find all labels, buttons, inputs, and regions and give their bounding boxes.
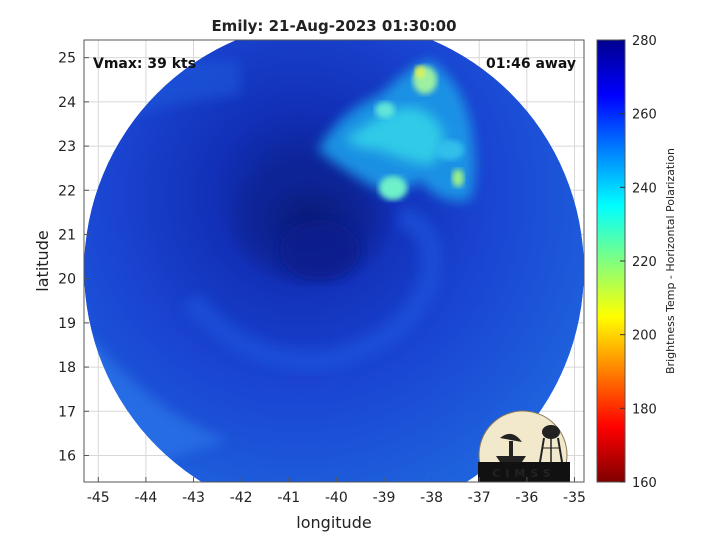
plot-frame — [83, 39, 585, 483]
colorbar-tick-label: 280 — [632, 34, 657, 49]
cimss-logo-text: CIMSS — [492, 467, 555, 480]
colorbar: 280 260 240 220 200 180 160 Brightness Temp - … — [596, 34, 677, 491]
x-tick-label: -35 — [563, 490, 586, 506]
y-tick-label: 18 — [58, 360, 76, 376]
x-axis-ticks: -45 -44 -43 -42 -41 -40 -39 -38 -37 -36 -35 — [87, 477, 586, 506]
y-tick-label: 24 — [58, 95, 76, 111]
colorbar-tick-label: 240 — [632, 181, 657, 196]
colorbar-tick-label: 180 — [632, 402, 657, 417]
x-tick-label: -43 — [182, 490, 205, 506]
x-tick-label: -37 — [468, 490, 491, 506]
vmax-label: Vmax: 39 kts — [93, 56, 196, 72]
y-tick-label: 20 — [58, 272, 76, 288]
colorbar-tick-label: 160 — [632, 476, 657, 491]
y-tick-label: 17 — [58, 404, 76, 420]
x-tick-label: -42 — [230, 490, 253, 506]
x-tick-label: -41 — [277, 490, 300, 506]
x-tick-label: -36 — [515, 490, 538, 506]
colorbar-ticks: 280 260 240 220 200 180 160 — [620, 34, 657, 491]
y-axis-label: latitude — [33, 230, 52, 291]
y-tick-label: 22 — [58, 183, 76, 199]
y-tick-label: 23 — [58, 139, 76, 155]
colorbar-tick-label: 260 — [632, 108, 657, 123]
x-tick-label: -39 — [373, 490, 396, 506]
x-tick-label: -38 — [420, 490, 443, 506]
x-tick-label: -45 — [87, 490, 110, 506]
time-away-label: 01:46 away — [486, 56, 576, 72]
colorbar-label: Brightness Temp - Horizontal Polarizatio… — [664, 148, 677, 374]
map-title: Emily: 21-Aug-2023 01:30:00 — [211, 17, 456, 35]
y-tick-label: 25 — [58, 51, 76, 67]
x-tick-label: -44 — [134, 490, 157, 506]
y-tick-label: 16 — [58, 448, 76, 464]
y-axis-ticks: 16 17 18 19 20 21 22 23 24 25 — [58, 51, 89, 464]
y-tick-label: 19 — [58, 316, 76, 332]
colorbar-tick-label: 200 — [632, 329, 657, 344]
cimss-logo: CIMSS — [478, 410, 570, 482]
colorbar-tick-label: 220 — [632, 255, 657, 270]
plot-area: Vmax: 39 kts 01:46 away CIMSS — [84, 40, 584, 482]
x-tick-label: -40 — [325, 490, 348, 506]
x-axis-label: longitude — [296, 513, 371, 532]
y-tick-label: 21 — [58, 227, 76, 243]
